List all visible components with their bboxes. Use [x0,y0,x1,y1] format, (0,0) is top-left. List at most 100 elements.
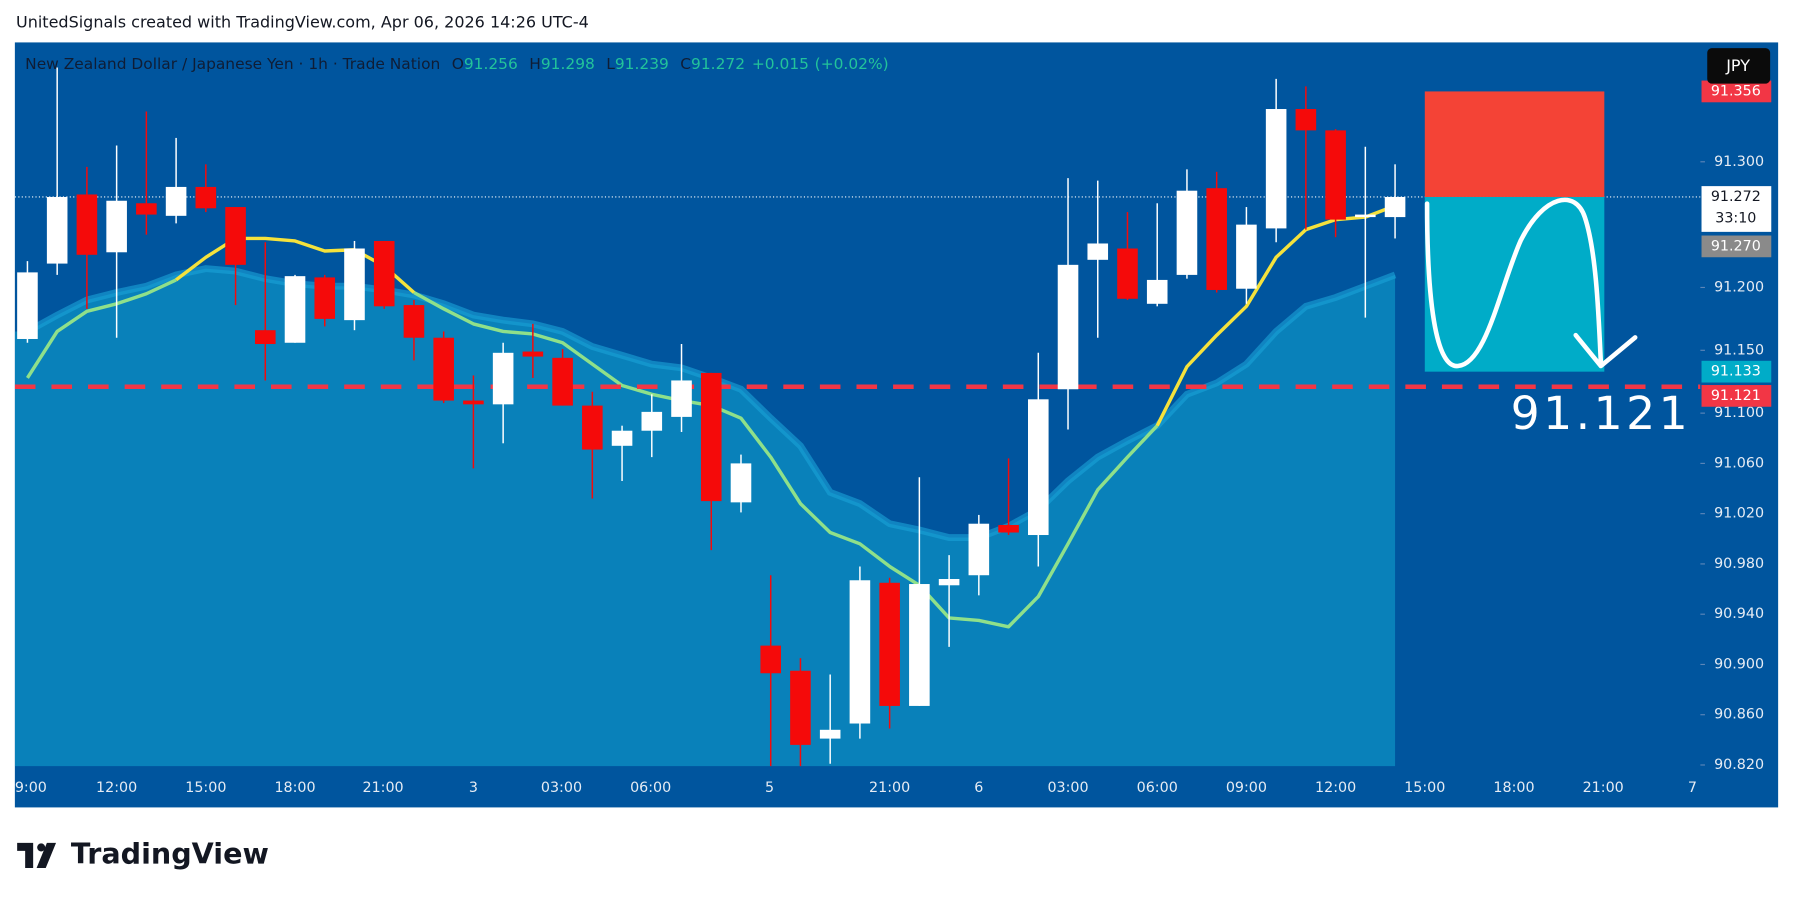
legend-value: 91.298 [541,55,595,73]
candle-body [136,203,157,215]
x-tick-label: 09:00 [1226,780,1267,796]
x-tick-label: 12:00 [96,780,137,796]
candle-body [76,194,98,255]
candle-body [1206,188,1227,290]
price-label: 91.272 [1711,189,1761,205]
y-tick-label: 90.980 [1714,556,1764,572]
x-tick-label: 21:00 [869,780,910,796]
ma-line [25,278,1159,629]
legend-key: L [606,55,615,73]
axes: 91.300 91.200 91.150 91.100 91.060 91.020 90.9… [15,80,1772,796]
x-tick-label: 5 [765,780,774,796]
candle-body [790,670,811,745]
plot-area [14,67,1701,767]
candle-body [1146,279,1168,304]
legend-value: 91.256 [464,55,518,73]
x-tick-label: 21:00 [362,780,403,796]
y-tick-label: 91.020 [1714,506,1764,522]
x-tick-label: 9:00 [15,780,47,796]
x-tick-label: 03:00 [1047,780,1088,796]
y-tick-label: 90.860 [1714,707,1764,723]
candle-body [938,579,960,586]
candle-body [552,357,573,406]
symbol-legend: New Zealand Dollar / Japanese Yen · 1h ·… [25,55,888,73]
price-label-box [1701,385,1772,407]
price-label: 91.133 [1711,364,1761,380]
annotation-label: 91.121 [1511,387,1692,440]
y-tick-label: 91.060 [1714,455,1764,471]
price-label-box [1701,80,1772,103]
candle-body [492,352,514,405]
candle-body [373,240,395,307]
header-text: UnitedSignals created with TradingView.c… [16,12,589,31]
candle-body [671,380,692,417]
candle-body [1087,243,1109,260]
candle-body [582,405,603,450]
currency-label[interactable]: JPY [1725,56,1750,75]
legend-value: 91.272 [691,55,745,73]
candle-body [225,207,246,265]
logo-dot [37,843,46,852]
candle-body [1236,224,1257,289]
price-label-box [1701,360,1772,383]
candle-body [17,272,38,339]
tradingview-logo [17,842,57,869]
candle-body [403,305,425,338]
legend-key: H [529,55,541,73]
y-tick-label: 91.100 [1714,405,1764,421]
logo-icon [17,842,57,869]
y-tick-label: 91.200 [1714,279,1764,295]
candle-body [998,524,1019,533]
currency-button[interactable] [1707,48,1771,84]
legend-change-pct: (+0.02%) [815,55,889,73]
arrow-head [1573,332,1638,369]
candle-body [522,351,544,357]
candle-body [314,277,336,319]
projection-arrow [1424,197,1604,369]
y-tick-label: 90.900 [1714,656,1764,672]
y-tick-label: 91.300 [1714,154,1764,170]
x-tick-label: 06:00 [1137,780,1178,796]
y-tick-label: 91.150 [1714,342,1764,358]
x-tick-label: 03:00 [541,780,582,796]
candle-body [195,186,217,209]
x-tick-label: 21:00 [1583,780,1624,796]
candle-body [641,411,663,431]
countdown-label: 33:10 [1715,211,1756,227]
x-tick-label: 12:00 [1315,780,1356,796]
x-tick-label: 3 [469,780,478,796]
candle-body [106,200,127,253]
x-tick-label: 6 [974,780,983,796]
candle-body [254,330,276,345]
footer-brand: TradingView [71,836,269,870]
candle-body [730,463,752,503]
candle-body [760,645,782,674]
x-tick-label: 18:00 [274,780,315,796]
candle-body [849,580,871,724]
stop-zone [1424,91,1605,197]
candle-body [1325,130,1346,220]
candle-body [1384,196,1406,218]
candle-body [1028,399,1049,536]
candle-body [1295,109,1317,131]
x-tick-label: 15:00 [185,780,226,796]
candle-body [968,523,990,576]
candle-body [284,276,306,343]
y-tick-label: 90.940 [1714,606,1764,622]
x-tick-label: 06:00 [630,780,671,796]
target-zone [1424,196,1605,372]
legend-value: 91.239 [615,55,669,73]
x-tick-label: 15:00 [1404,780,1445,796]
price-label: 91.356 [1711,83,1761,99]
candle-body [463,400,484,405]
x-tick-label: 7 [1688,780,1697,796]
price-label: 91.121 [1711,388,1761,404]
candle-body [46,196,68,264]
x-tick-label: 18:00 [1493,780,1534,796]
candle-body [1117,248,1138,299]
candle-body [1355,214,1376,218]
candle-body [819,729,841,739]
price-label: 91.270 [1711,238,1761,254]
